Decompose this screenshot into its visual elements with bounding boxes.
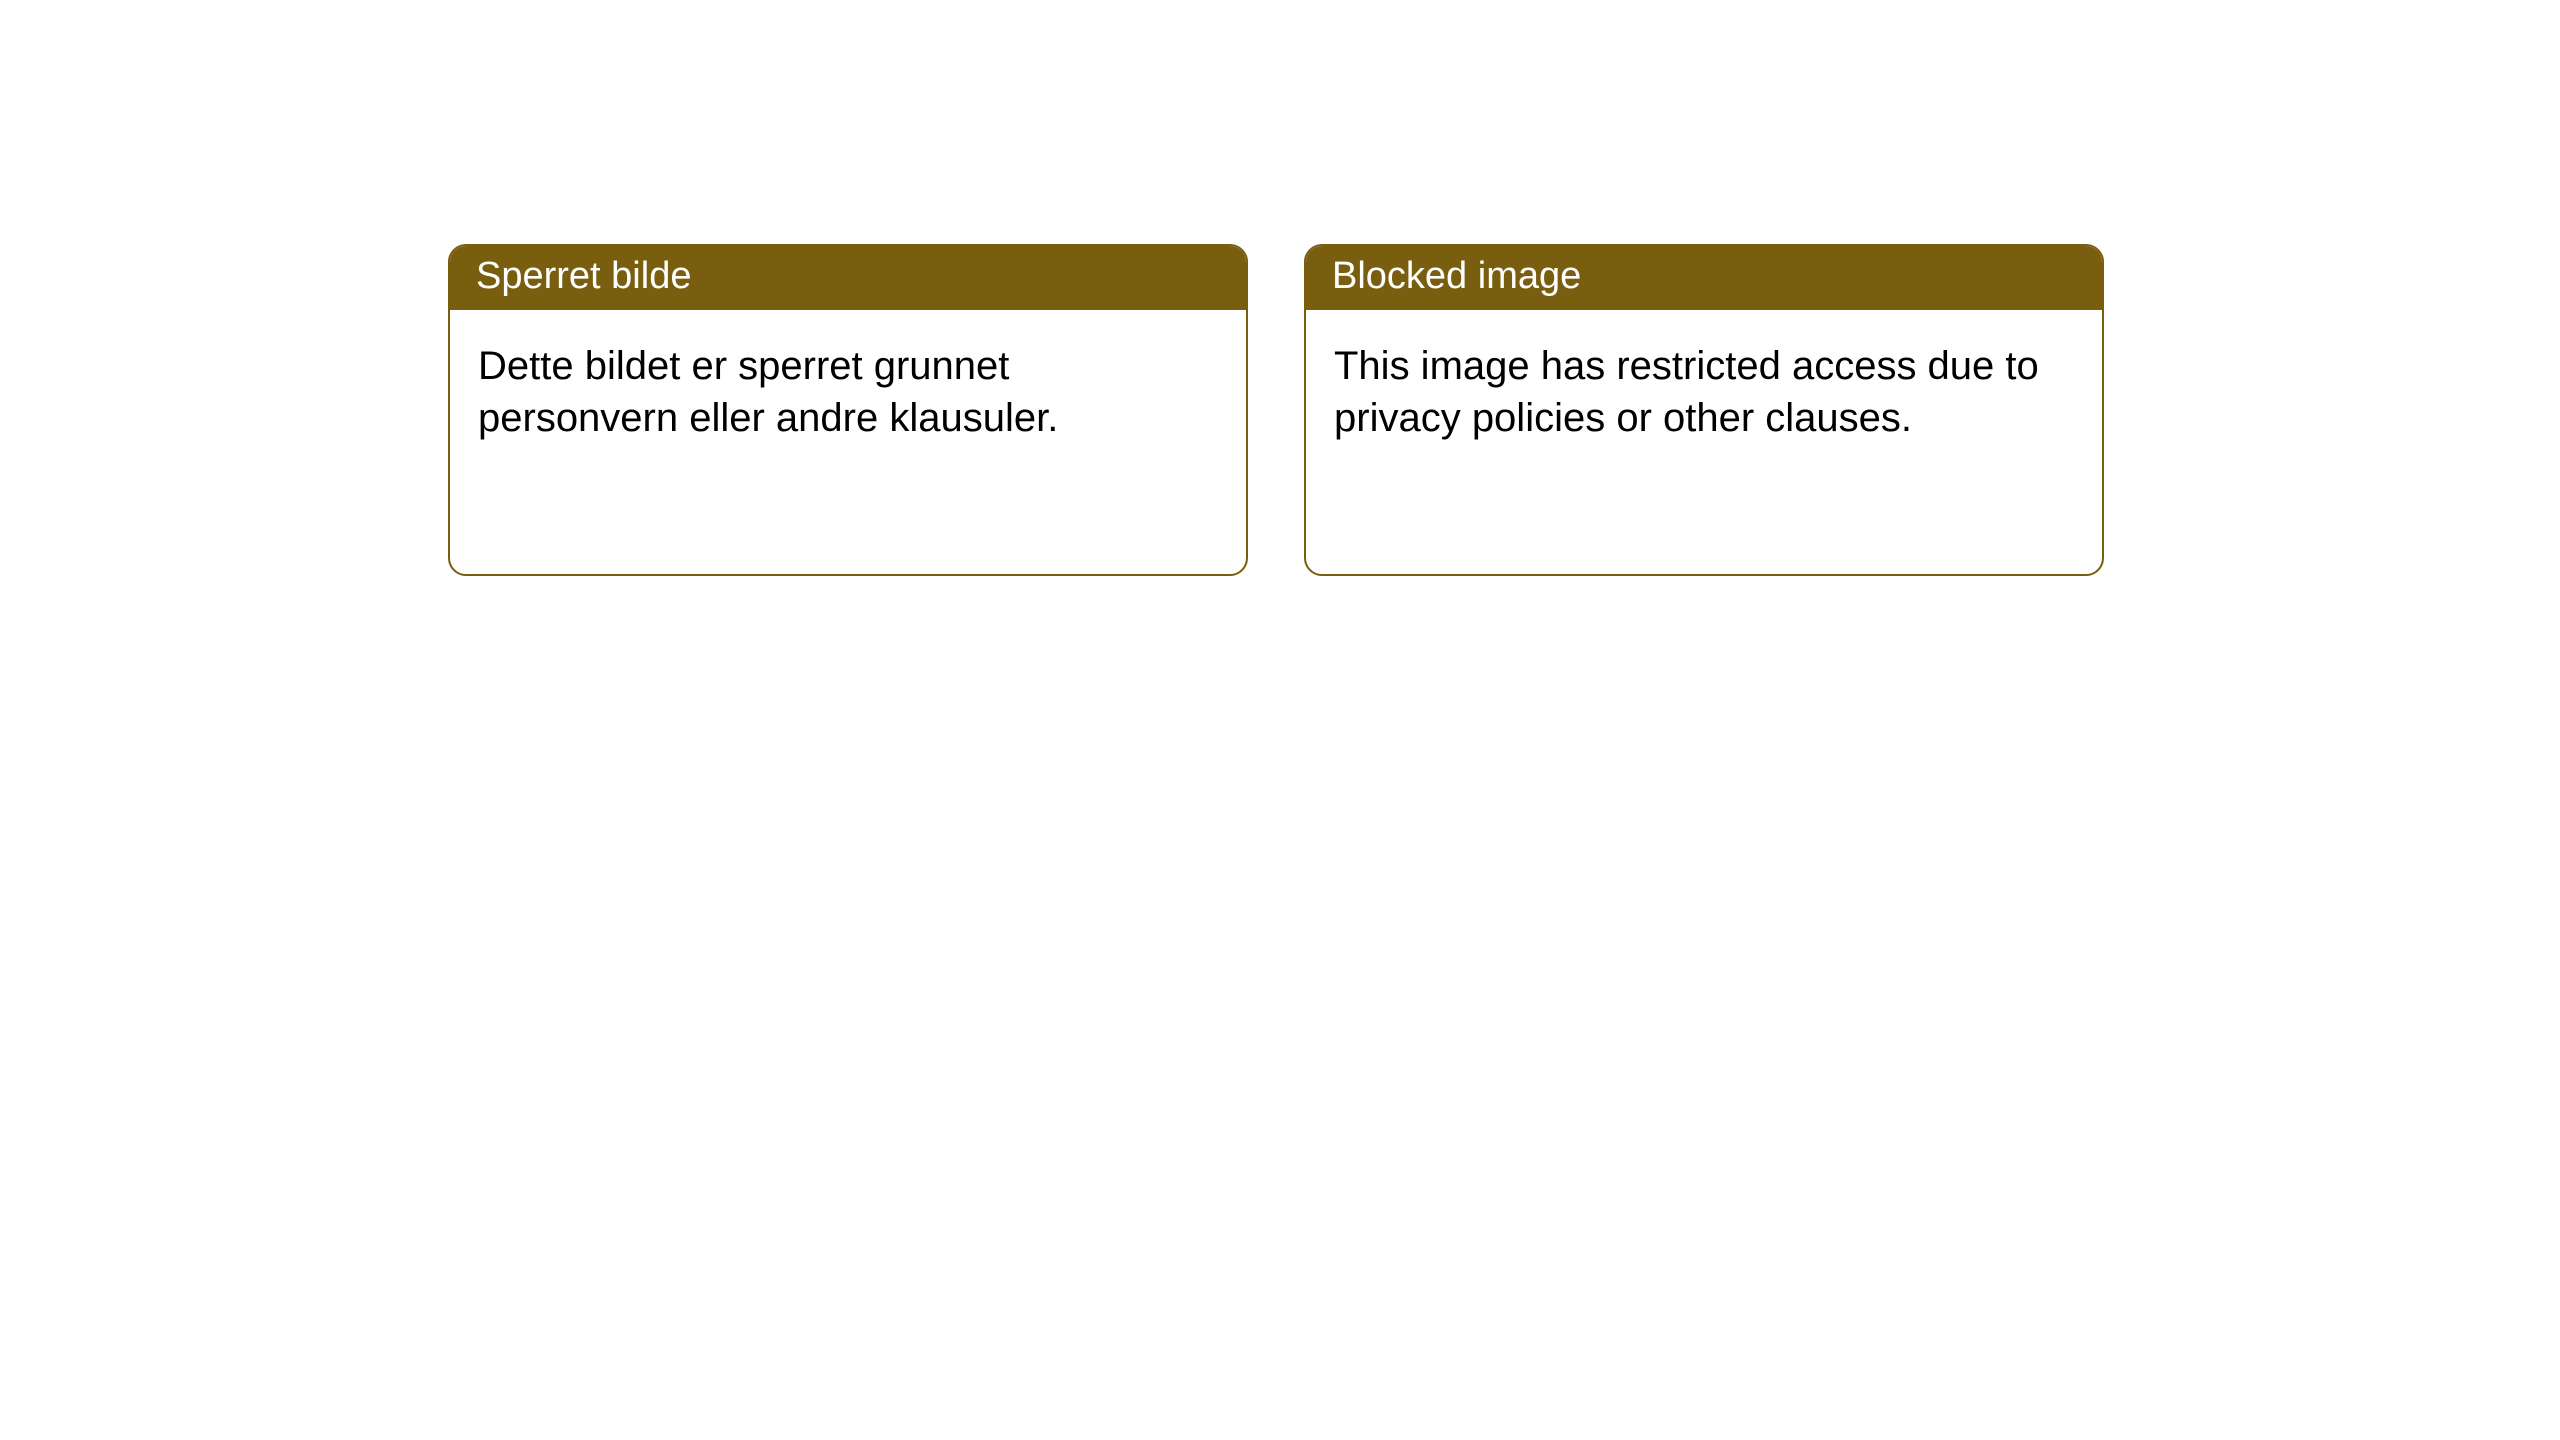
card-body-english: This image has restricted access due to …: [1306, 310, 2102, 474]
notice-card-english: Blocked image This image has restricted …: [1304, 244, 2104, 576]
notice-card-norwegian: Sperret bilde Dette bildet er sperret gr…: [448, 244, 1248, 576]
card-header-norwegian: Sperret bilde: [450, 246, 1246, 310]
card-header-english: Blocked image: [1306, 246, 2102, 310]
card-body-norwegian: Dette bildet er sperret grunnet personve…: [450, 310, 1246, 474]
notice-cards-container: Sperret bilde Dette bildet er sperret gr…: [0, 0, 2560, 576]
